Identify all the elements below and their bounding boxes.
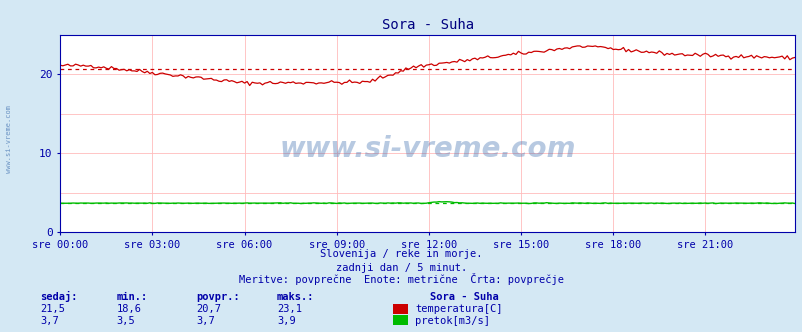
Text: 3,7: 3,7 [196,316,215,326]
Text: maks.:: maks.: [277,292,314,302]
Text: pretok[m3/s]: pretok[m3/s] [415,316,489,326]
Text: 3,7: 3,7 [40,316,59,326]
Text: Meritve: povprečne  Enote: metrične  Črta: povprečje: Meritve: povprečne Enote: metrične Črta:… [239,273,563,285]
Text: 21,5: 21,5 [40,304,65,314]
Title: Sora - Suha: Sora - Suha [381,18,473,32]
Text: temperatura[C]: temperatura[C] [415,304,502,314]
Text: Sora - Suha: Sora - Suha [429,292,498,302]
Text: povpr.:: povpr.: [196,292,240,302]
Text: 3,5: 3,5 [116,316,135,326]
Text: 23,1: 23,1 [277,304,302,314]
Text: Slovenija / reke in morje.: Slovenija / reke in morje. [320,249,482,259]
Text: sedaj:: sedaj: [40,291,78,302]
Text: www.si-vreme.com: www.si-vreme.com [6,106,12,173]
Text: www.si-vreme.com: www.si-vreme.com [279,135,575,163]
Text: min.:: min.: [116,292,148,302]
Text: 3,9: 3,9 [277,316,295,326]
Text: 18,6: 18,6 [116,304,141,314]
Text: zadnji dan / 5 minut.: zadnji dan / 5 minut. [335,263,467,273]
Text: 20,7: 20,7 [196,304,221,314]
